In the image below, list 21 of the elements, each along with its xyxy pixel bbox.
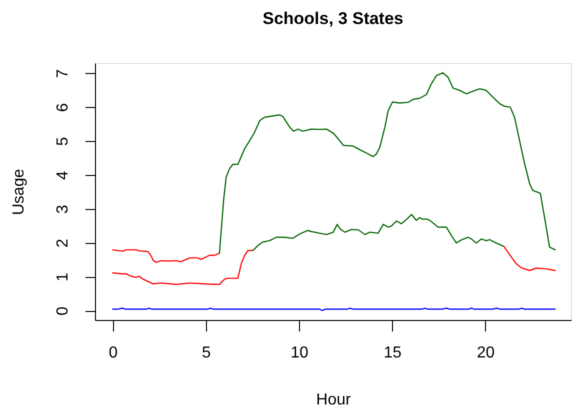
y-tick-label: 0	[54, 306, 72, 316]
line-series	[503, 246, 556, 272]
x-tick-label: 5	[202, 344, 211, 362]
y-tick-label: 7	[54, 69, 72, 78]
line-series	[218, 72, 556, 254]
y-tick-label: 5	[54, 136, 72, 146]
x-tick-label: 10	[290, 344, 308, 362]
x-tick-label: 0	[108, 344, 118, 362]
x-tick-label: 20	[476, 344, 495, 362]
y-tick-label: 4	[54, 170, 72, 180]
chart-title: Schools, 3 States	[262, 9, 404, 28]
x-tick-label: 15	[384, 344, 402, 362]
line-series	[112, 250, 254, 285]
y-tick-label: 2	[54, 238, 72, 248]
x-axis-title: Hour	[316, 392, 352, 407]
y-axis-title: Usage	[10, 168, 28, 216]
line-series	[252, 214, 505, 252]
y-tick-label: 1	[54, 272, 72, 282]
y-tick-label: 3	[54, 204, 72, 214]
line-series	[112, 249, 220, 263]
y-tick-label: 6	[54, 103, 72, 112]
